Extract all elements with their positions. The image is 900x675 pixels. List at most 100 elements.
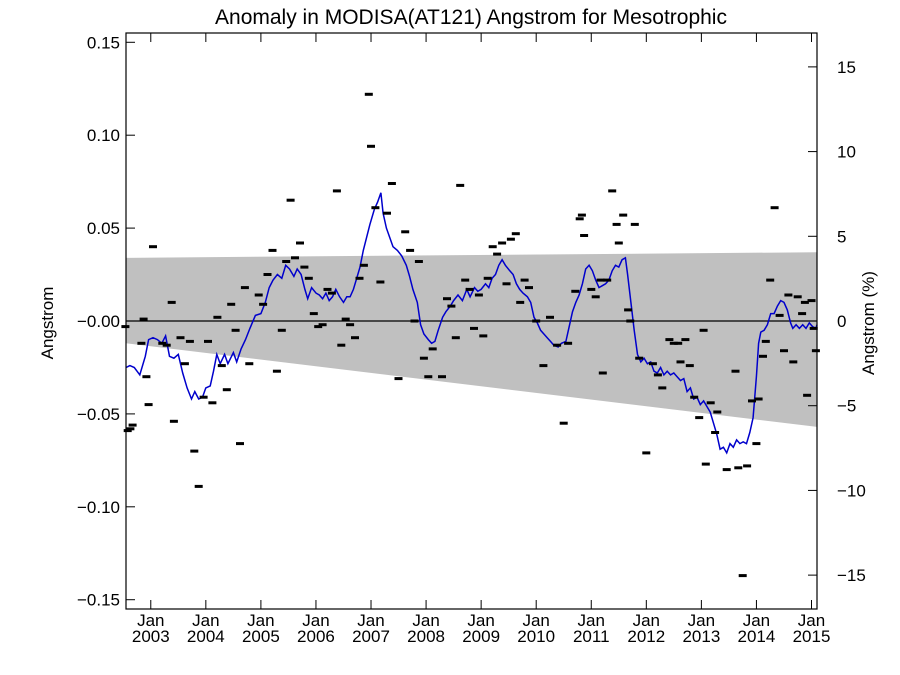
x-tick-label-month: Jan	[357, 611, 384, 630]
x-tick-label-year: 2014	[738, 627, 776, 646]
data-point	[658, 386, 667, 390]
data-point	[706, 401, 715, 405]
y-right-tick-label: −10	[837, 481, 866, 500]
data-point	[231, 328, 240, 332]
data-point	[204, 339, 212, 343]
data-point	[635, 356, 644, 360]
data-point	[722, 468, 731, 472]
data-point	[428, 347, 437, 351]
data-point	[217, 364, 226, 368]
x-tick-label-year: 2013	[682, 627, 720, 646]
y-tick-label: 0.05	[87, 219, 120, 238]
data-point	[754, 397, 763, 401]
x-tick-label-year: 2003	[132, 627, 170, 646]
data-point	[355, 276, 364, 280]
data-point	[676, 360, 685, 364]
data-point	[286, 198, 295, 202]
data-point	[734, 466, 743, 470]
data-point	[245, 362, 254, 366]
data-point	[236, 442, 244, 446]
data-point	[780, 349, 788, 353]
data-point	[474, 293, 483, 297]
data-point	[766, 278, 775, 282]
data-point	[681, 338, 690, 342]
y-tick-label: 0.15	[87, 33, 120, 52]
data-point	[208, 401, 217, 405]
y-tick-label: −0.05	[77, 405, 120, 424]
data-point	[277, 328, 286, 332]
data-point	[309, 312, 318, 316]
data-point	[493, 252, 502, 256]
data-point	[359, 263, 368, 267]
y-right-tick-label: 15	[837, 58, 856, 77]
data-point	[167, 300, 176, 304]
x-tick-label-year: 2012	[627, 627, 665, 646]
data-point	[337, 343, 346, 347]
data-point	[665, 338, 674, 342]
data-point	[128, 423, 137, 427]
data-point	[341, 317, 350, 321]
data-point	[809, 326, 818, 330]
data-point	[144, 403, 153, 407]
data-point	[406, 248, 415, 252]
data-point	[387, 182, 396, 185]
y-tick-label: 0.10	[87, 126, 120, 145]
data-point	[587, 287, 596, 291]
x-tick-label-year: 2008	[407, 627, 445, 646]
data-point	[580, 234, 589, 237]
data-point	[318, 323, 327, 327]
y-tick-label: −0.15	[77, 591, 120, 610]
data-point	[699, 328, 708, 332]
data-point	[690, 395, 699, 399]
data-point	[185, 339, 194, 343]
data-point	[674, 341, 683, 345]
y-axis-label-right: Angstrom (%)	[859, 271, 878, 375]
data-point	[263, 273, 272, 276]
x-tick-label-year: 2011	[573, 627, 610, 646]
data-point	[176, 336, 185, 340]
x-tick-label-month: Jan	[247, 611, 274, 630]
data-point	[470, 326, 478, 330]
data-point	[571, 289, 580, 293]
data-point	[169, 419, 178, 423]
data-point	[789, 360, 798, 364]
data-point	[614, 241, 623, 245]
data-point	[653, 373, 662, 377]
data-point	[784, 293, 793, 297]
data-point	[642, 451, 651, 455]
data-point	[559, 421, 568, 425]
data-point	[759, 354, 767, 358]
data-point	[479, 334, 488, 338]
x-tick-label-month: Jan	[798, 611, 825, 630]
x-tick-label-month: Jan	[743, 611, 770, 630]
data-point	[419, 356, 428, 360]
chart-title: Anomaly in MODISA(AT121) Angstrom for Me…	[215, 6, 727, 29]
data-point	[775, 313, 784, 317]
data-point	[240, 286, 249, 290]
x-tick-label-year: 2004	[187, 627, 225, 646]
x-tick-label-month: Jan	[412, 611, 439, 630]
data-point	[126, 427, 135, 431]
data-point	[456, 183, 465, 187]
data-point	[351, 336, 359, 340]
y-right-tick-label: 10	[837, 143, 856, 162]
data-point	[461, 278, 470, 282]
data-point	[199, 395, 208, 399]
x-tick-label-month: Jan	[522, 611, 549, 630]
x-tick-label-year: 2015	[793, 627, 831, 646]
data-point	[603, 278, 612, 282]
data-point	[498, 241, 507, 245]
data-point	[598, 371, 607, 375]
data-point	[447, 304, 456, 308]
x-tick-label-month: Jan	[137, 611, 164, 630]
data-point	[511, 232, 520, 236]
data-point	[685, 364, 694, 368]
x-tick-label-month: Jan	[192, 611, 219, 630]
data-point	[761, 339, 770, 343]
x-tick-label-year: 2005	[242, 627, 280, 646]
x-tick-label-month: Jan	[633, 611, 660, 630]
data-point	[502, 282, 511, 286]
data-point	[346, 323, 355, 327]
data-point	[383, 211, 391, 215]
